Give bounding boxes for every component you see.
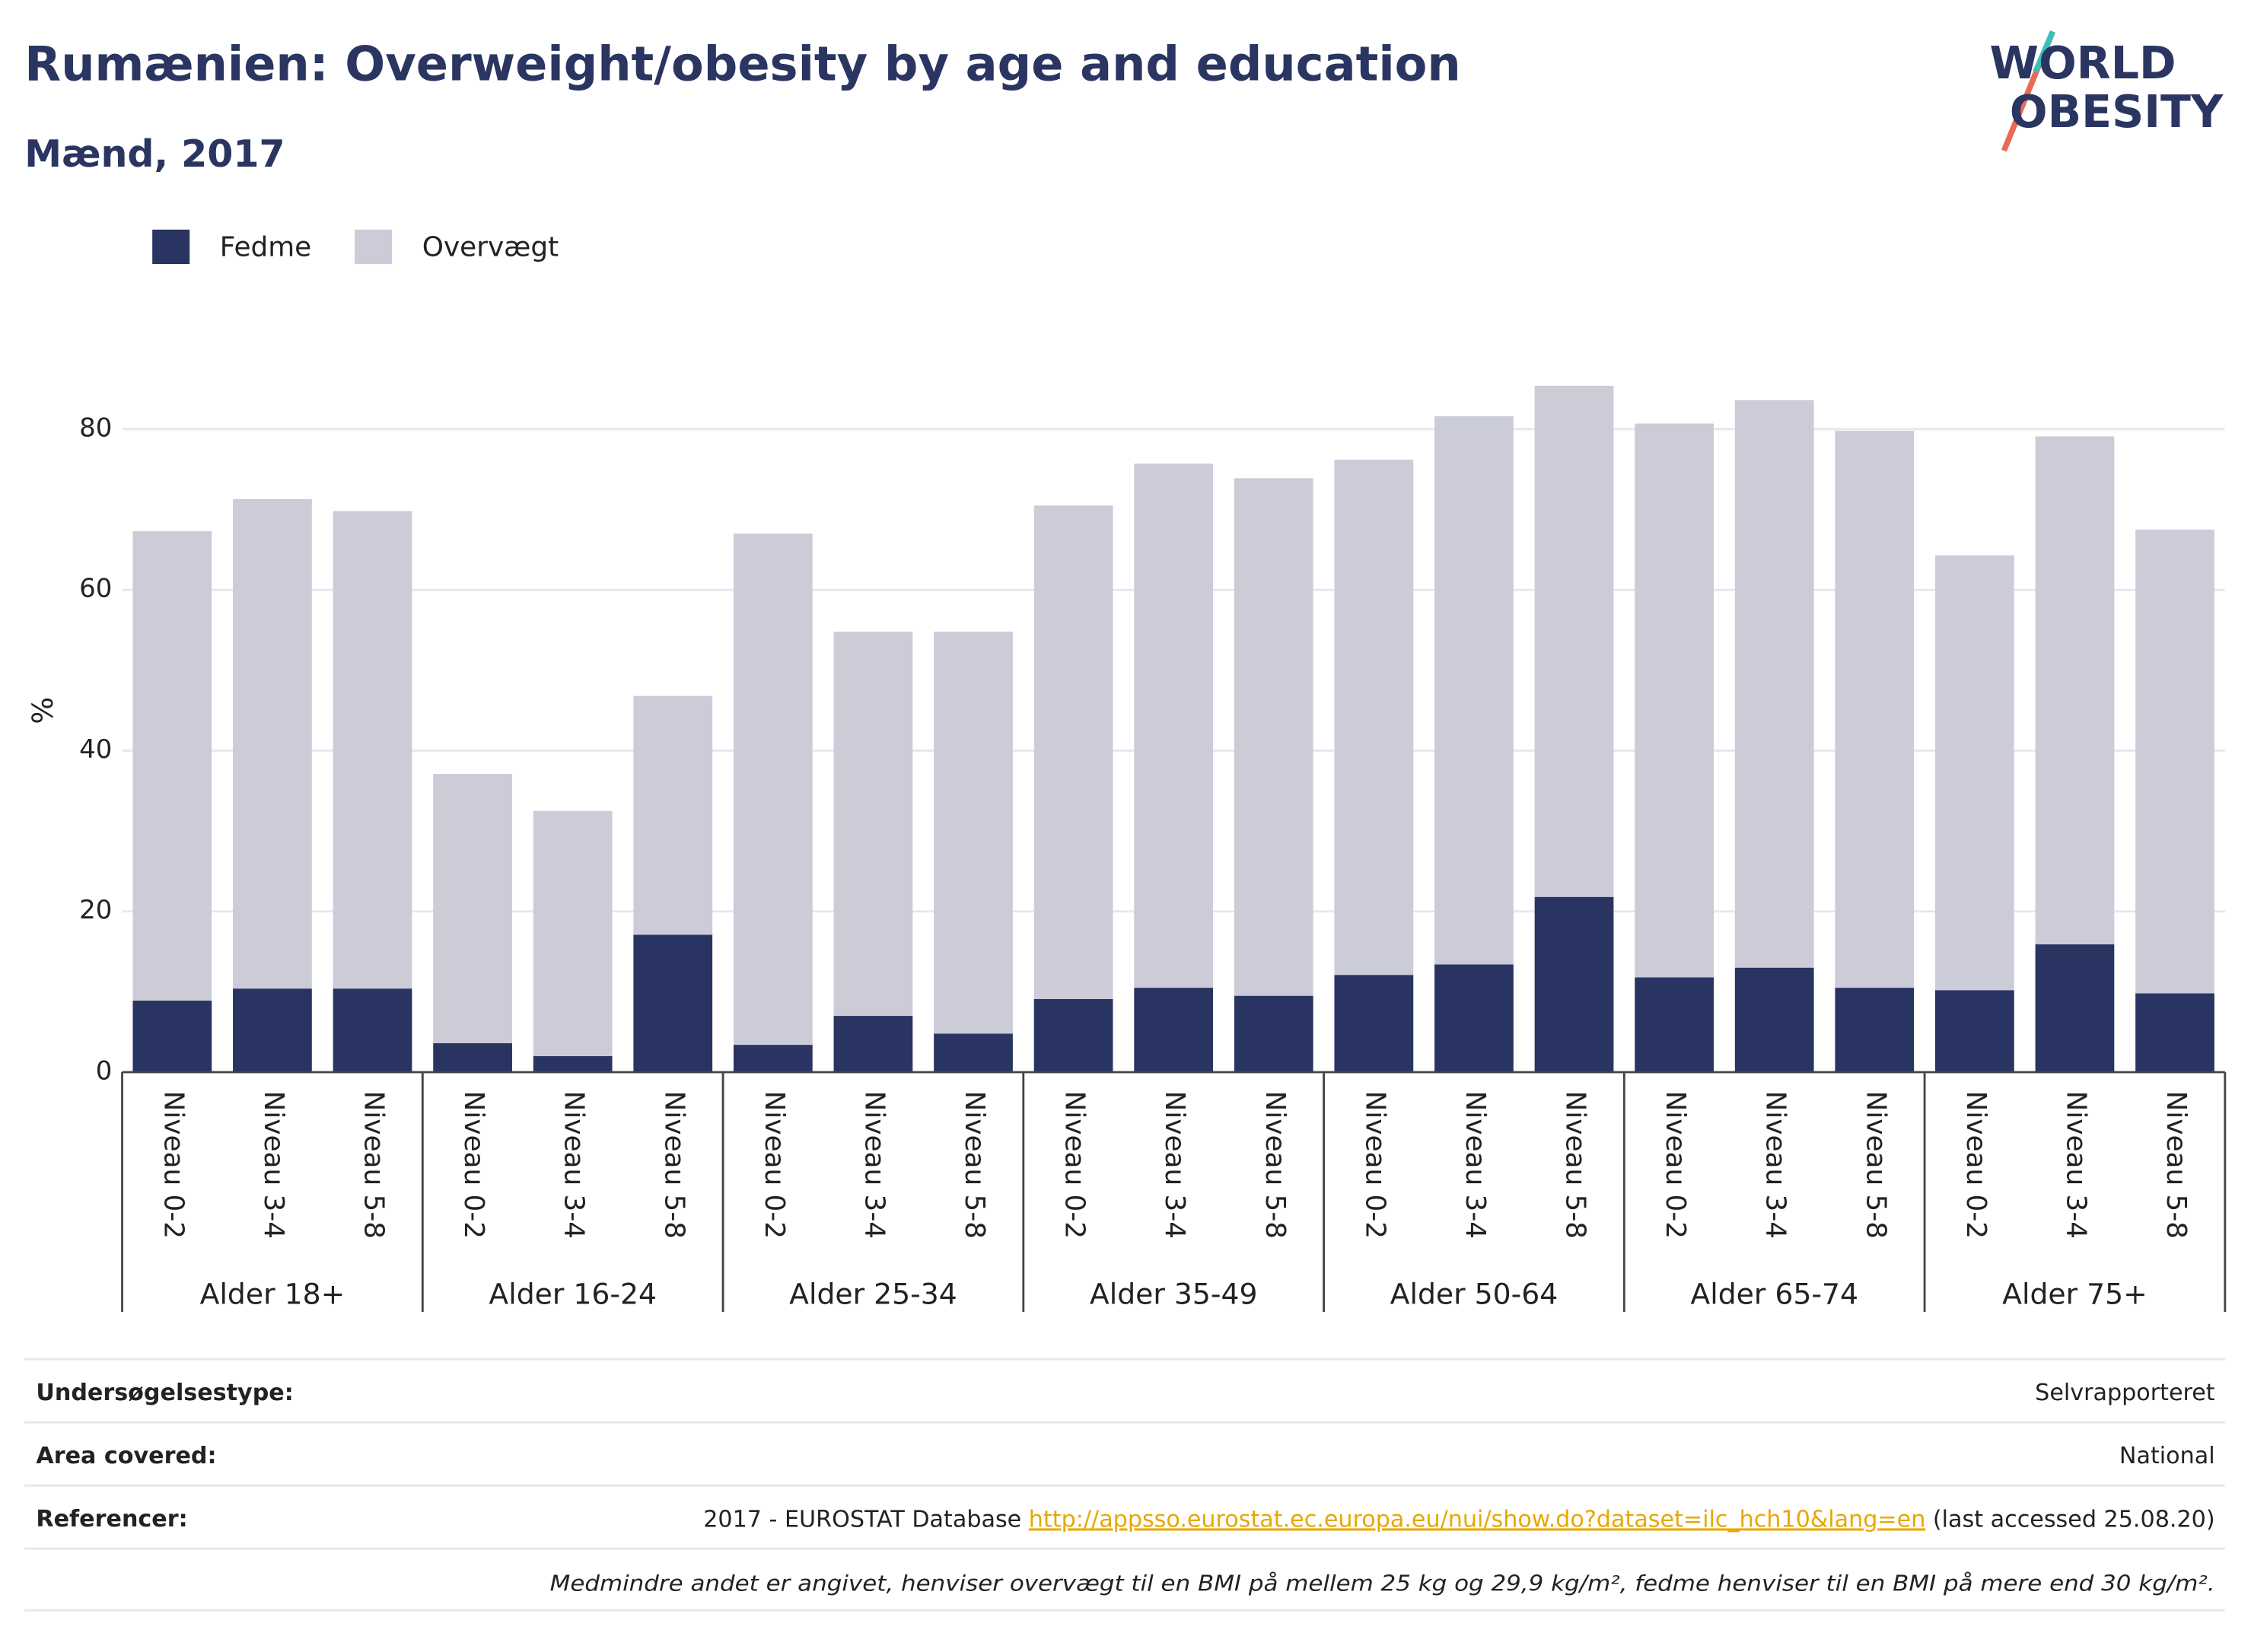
bar-segment: [1934, 555, 2014, 991]
y-tick-label: 60: [79, 574, 112, 604]
bar-segment: [833, 1016, 913, 1072]
logo-slash-top: [2033, 30, 2055, 73]
y-tick-label: 40: [79, 734, 112, 765]
bar-segment: [233, 498, 312, 989]
x-tick-label: Niveau 0-2: [158, 1091, 189, 1240]
bar-segment: [2035, 944, 2115, 1072]
bar-segment: [1434, 416, 1514, 965]
bar-segment: [1734, 967, 1814, 1072]
x-tick-label: Niveau 0-2: [1960, 1091, 1992, 1240]
group-label: Alder 50-64: [1390, 1278, 1559, 1311]
bar-segment: [1534, 896, 1614, 1072]
bar-segment: [1033, 998, 1113, 1072]
x-tick-label: Niveau 3-4: [559, 1091, 590, 1240]
reference-text: (last accessed 25.08.20): [1925, 1506, 2214, 1533]
bar-segment: [733, 533, 813, 1046]
logo-text: OBESITY: [2010, 86, 2224, 138]
x-tick-label: Niveau 0-2: [759, 1091, 790, 1240]
footer-value: 2017 - EUROSTAT Database http://appsso.e…: [703, 1506, 2214, 1533]
bar-segment: [1033, 505, 1113, 999]
bar-segment: [934, 632, 1013, 1034]
bar-segment: [833, 632, 913, 1017]
group-label: Alder 18+: [200, 1278, 345, 1311]
footer-value: National: [2119, 1443, 2215, 1469]
footer-value: Selvrapporteret: [2035, 1380, 2215, 1406]
chart-subtitle: Mænd, 2017: [24, 132, 285, 176]
footer-label: Undersøgelsestype:: [36, 1380, 293, 1406]
x-tick-label: Niveau 3-4: [1460, 1091, 1491, 1240]
bar-segment: [2135, 530, 2214, 994]
x-tick-label: Niveau 3-4: [1159, 1091, 1190, 1240]
bar-segment: [1635, 423, 1714, 978]
x-tick-label: Niveau 0-2: [1359, 1091, 1390, 1240]
group-label: Alder 75+: [2002, 1278, 2148, 1311]
x-tick-label: Niveau 5-8: [959, 1091, 990, 1240]
chart-title: Rumænien: Overweight/obesity by age and …: [24, 37, 1460, 92]
bar-segment: [1234, 478, 1313, 996]
bar-segment: [1734, 399, 1814, 968]
reference-link[interactable]: http://appsso.eurostat.ec.europa.eu/nui/…: [1029, 1506, 1926, 1533]
x-tick-label: Niveau 0-2: [1059, 1091, 1090, 1240]
bar-segment: [1334, 460, 1414, 976]
bar-segment: [533, 810, 613, 1056]
bar-segment: [533, 1055, 613, 1072]
bar-segment: [433, 1042, 512, 1072]
y-tick-label: 80: [79, 412, 112, 443]
y-axis-label: %: [26, 697, 59, 724]
x-tick-label: Niveau 5-8: [1560, 1091, 1591, 1240]
bar-segment: [1835, 431, 1915, 988]
bar-segment: [233, 988, 312, 1072]
x-tick-label: Niveau 3-4: [858, 1091, 890, 1240]
legend-label: Fedme: [220, 231, 311, 263]
bar-segment: [132, 531, 212, 1001]
bar-segment: [633, 695, 713, 935]
bar-segment: [333, 988, 412, 1072]
footer-label: Referencer:: [36, 1506, 187, 1533]
legend-label: Overvægt: [422, 231, 559, 263]
bar-segment: [1434, 964, 1514, 1072]
x-tick-label: Niveau 0-2: [458, 1091, 489, 1240]
bar-segment: [2035, 436, 2115, 945]
bar-segment: [1635, 977, 1714, 1072]
group-label: Alder 35-49: [1090, 1278, 1258, 1311]
bar-segment: [1134, 463, 1214, 988]
y-tick-label: 20: [79, 895, 112, 925]
group-label: Alder 25-34: [789, 1278, 957, 1311]
y-tick-label: 0: [96, 1055, 113, 1086]
legend-swatch: [355, 229, 393, 265]
bar-segment: [733, 1045, 813, 1072]
bar-segment: [934, 1033, 1013, 1072]
legend-swatch: [152, 229, 190, 265]
bar-segment: [1134, 988, 1214, 1072]
bar-segment: [132, 1000, 212, 1072]
footer-note: Medmindre andet er angivet, henviser ove…: [550, 1571, 2215, 1596]
x-tick-label: Niveau 0-2: [1660, 1091, 1691, 1240]
bar-segment: [433, 774, 512, 1043]
x-tick-label: Niveau 3-4: [2060, 1091, 2091, 1240]
x-tick-label: Niveau 5-8: [358, 1091, 390, 1240]
footer-label: Area covered:: [36, 1443, 216, 1469]
x-tick-label: Niveau 3-4: [258, 1091, 289, 1240]
bar-segment: [633, 934, 713, 1072]
x-tick-label: Niveau 5-8: [1259, 1091, 1291, 1240]
x-tick-label: Niveau 5-8: [1860, 1091, 1891, 1240]
bar-segment: [333, 511, 412, 989]
bar-segment: [1934, 990, 2014, 1072]
bar-segment: [1835, 988, 1915, 1072]
reference-text: 2017 - EUROSTAT Database: [703, 1506, 1029, 1533]
group-label: Alder 16-24: [489, 1278, 657, 1311]
x-tick-label: Niveau 3-4: [1760, 1091, 1791, 1240]
bar-segment: [1334, 975, 1414, 1072]
group-label: Alder 65-74: [1690, 1278, 1858, 1311]
x-tick-label: Niveau 5-8: [658, 1091, 689, 1240]
footer: Undersøgelsestype: Selvrapporteret Area co…: [24, 1358, 2225, 1612]
bar-segment: [1234, 995, 1313, 1072]
bar-segment: [1534, 385, 1614, 897]
logo-text: WORLD: [1989, 37, 2176, 89]
x-tick-label: Niveau 5-8: [2160, 1091, 2192, 1240]
bar-segment: [2135, 993, 2214, 1072]
